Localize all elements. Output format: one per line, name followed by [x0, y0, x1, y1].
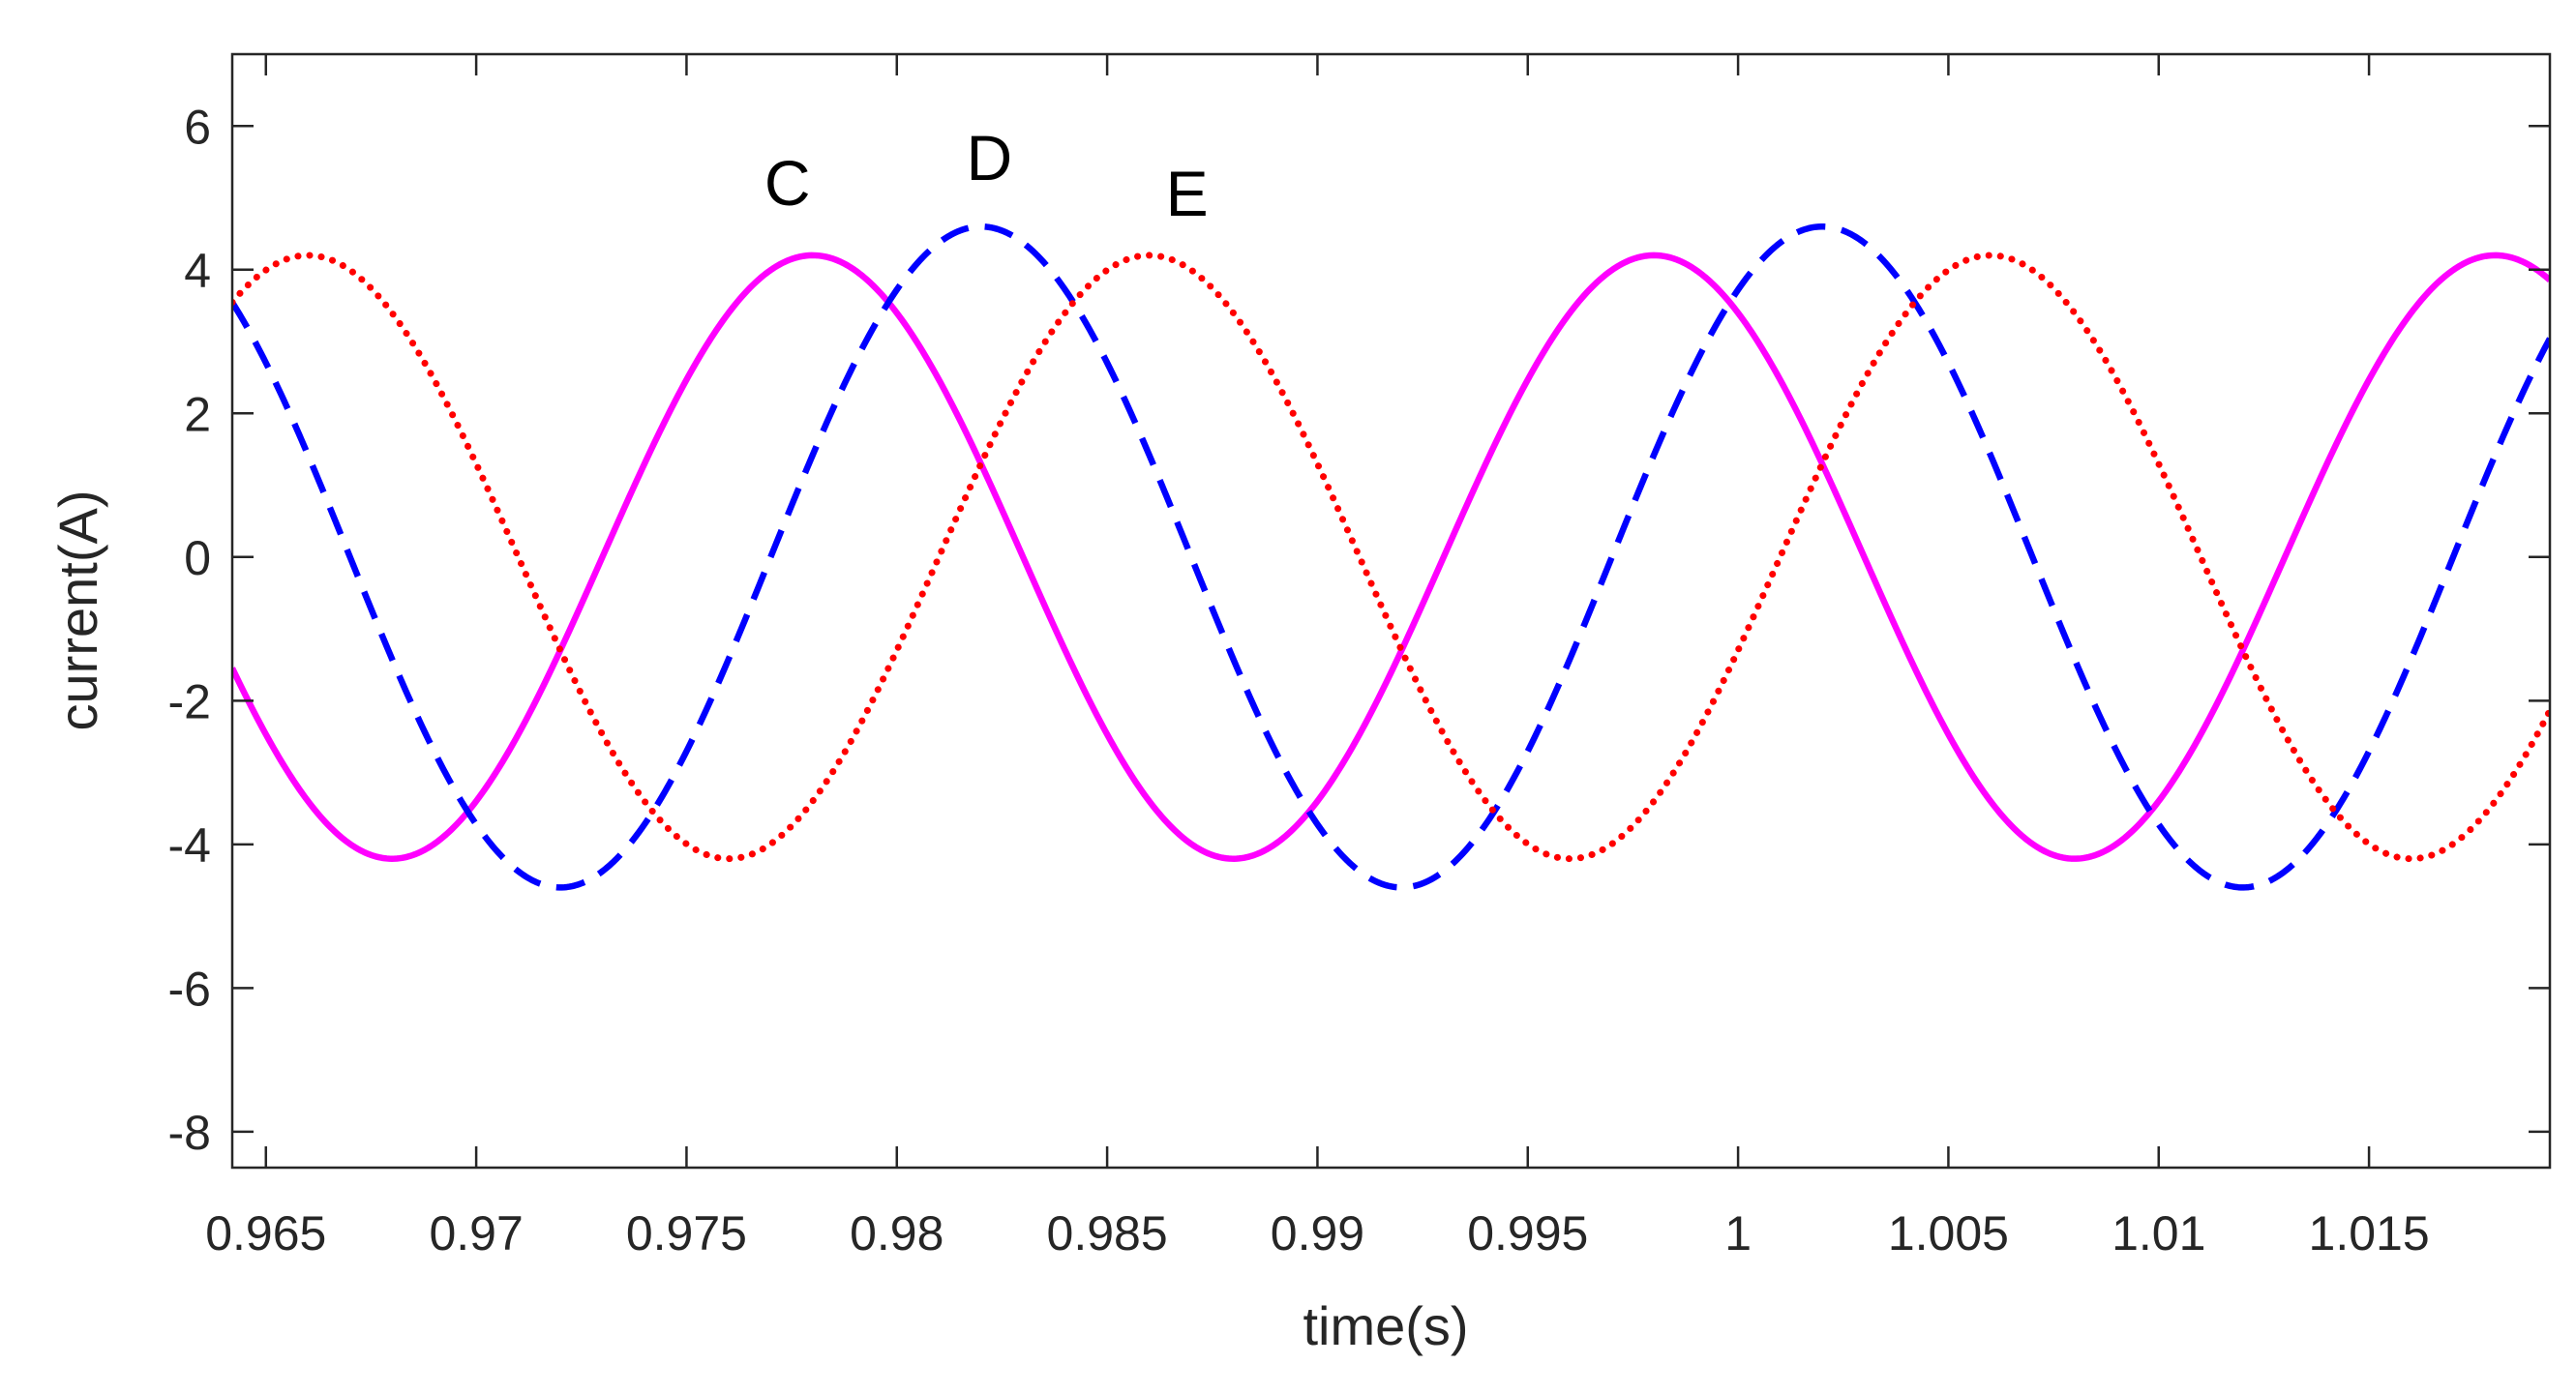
y-tick-label: -6	[168, 962, 211, 1016]
x-axis-title: time(s)	[1303, 1295, 1468, 1356]
x-tick-label: 1	[1724, 1206, 1752, 1261]
x-tick-label: 1.01	[2112, 1206, 2205, 1261]
ticks-layer	[232, 54, 2550, 1168]
x-tick-label: 0.975	[626, 1206, 747, 1261]
y-tick-label: 2	[184, 387, 211, 441]
series-line-d	[232, 222, 2550, 891]
y-tick-label: 4	[184, 244, 211, 298]
x-tick-label: 0.965	[205, 1206, 326, 1261]
series-line-c	[232, 252, 2550, 862]
series-line-e	[232, 252, 2550, 863]
x-tick-label: 1.005	[1888, 1206, 2009, 1261]
y-tick-label: -4	[168, 818, 211, 873]
curve-label-d: D	[967, 122, 1013, 193]
labels-layer: 0.965 0.97 0.975 0.98 0.985 0.99 0.995 1 1.005 1.…	[168, 100, 2430, 1261]
y-tick-label: -8	[168, 1106, 211, 1160]
y-tick-label: 0	[184, 531, 211, 585]
y-tick-label: -2	[168, 674, 211, 728]
y-tick-label: 6	[184, 100, 211, 154]
x-tick-label: 1.015	[2309, 1206, 2430, 1261]
plot-frame	[230, 52, 2552, 1170]
curve-label-e: E	[1166, 158, 1209, 229]
x-tick-label: 0.985	[1047, 1206, 1168, 1261]
x-tick-label: 0.97	[429, 1206, 523, 1261]
series-layer	[232, 222, 2550, 891]
x-tick-label: 0.99	[1271, 1206, 1364, 1261]
x-tick-label: 0.995	[1467, 1206, 1588, 1261]
x-tick-label: 0.98	[850, 1206, 944, 1261]
curve-label-c: C	[764, 147, 811, 219]
y-axis-title: current(A)	[47, 490, 108, 731]
annotation-layer: C D E	[764, 122, 1209, 229]
plot-background	[232, 54, 2550, 1168]
